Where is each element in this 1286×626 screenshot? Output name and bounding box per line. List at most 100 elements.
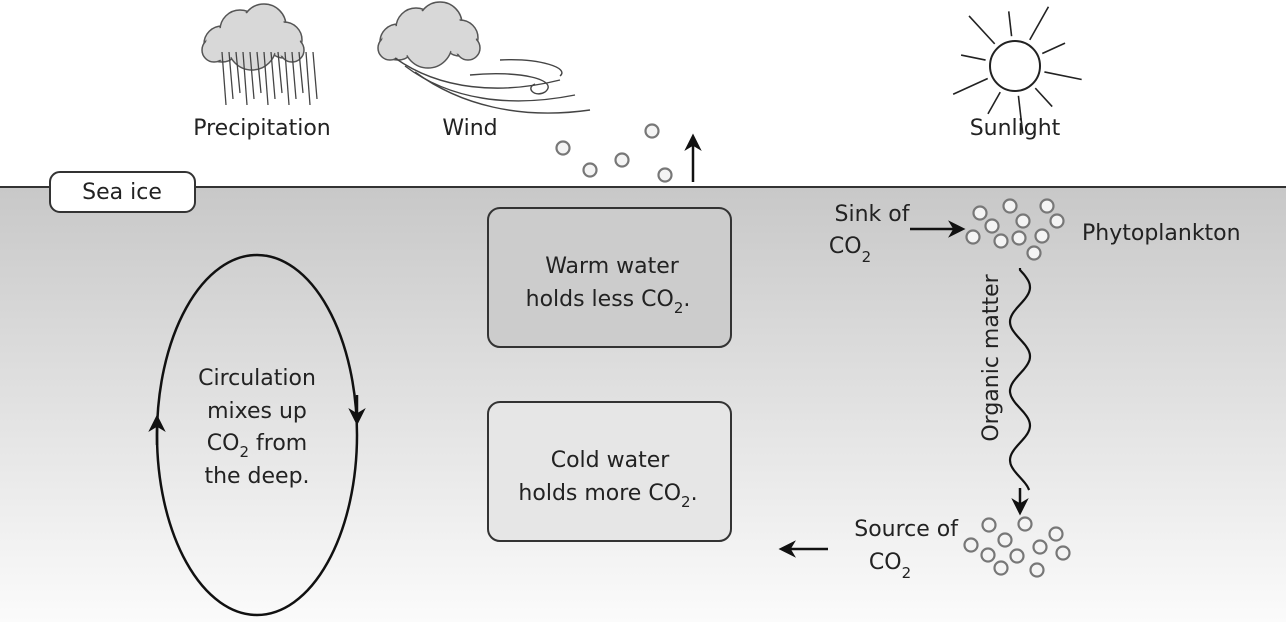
rain xyxy=(249,51,255,100)
sea-ice-label: Sea ice xyxy=(82,180,162,205)
rain xyxy=(298,51,304,94)
text-line: Cold water xyxy=(551,448,671,473)
bubble xyxy=(984,218,1000,234)
wind-streak xyxy=(404,65,576,102)
warm-water-label: holds less CO2. xyxy=(526,287,691,317)
text-line: holds more CO xyxy=(518,481,681,506)
subscript: 2 xyxy=(239,443,249,461)
cloud-fill xyxy=(380,38,400,58)
bubble xyxy=(555,140,571,156)
sun-ray xyxy=(987,91,1001,115)
warm-water-box xyxy=(487,207,732,348)
text-line: holds less CO xyxy=(526,287,674,312)
warm-water-label: Warm water xyxy=(545,254,680,279)
organic-matter-path xyxy=(1008,268,1032,491)
sink-label: CO2 xyxy=(829,234,871,266)
rain xyxy=(284,51,290,106)
bubble xyxy=(582,162,598,178)
bubble xyxy=(1039,198,1055,214)
sun-ray xyxy=(1044,71,1082,81)
sun-ray xyxy=(1007,11,1013,37)
text-line: CO xyxy=(829,234,862,259)
rain xyxy=(263,51,269,106)
text-line: . xyxy=(691,481,698,506)
wind-streak xyxy=(414,71,591,114)
phytoplankton-label: Phytoplankton xyxy=(1082,221,1241,246)
text-line: Warm water xyxy=(545,254,680,279)
rain xyxy=(277,51,283,94)
bubble xyxy=(1009,548,1025,564)
bubble xyxy=(1029,562,1045,578)
bubble xyxy=(980,547,996,563)
sunlight-label: Sunlight xyxy=(970,116,1061,141)
bubble xyxy=(1032,539,1048,555)
cloud-fill xyxy=(230,24,274,68)
sun-ray xyxy=(1017,95,1024,134)
text-line: Sink of xyxy=(835,202,911,227)
bubble xyxy=(997,532,1013,548)
wind-streak xyxy=(469,72,549,95)
rain xyxy=(312,51,318,100)
precipitation-label: Precipitation xyxy=(193,116,331,141)
rain xyxy=(256,51,262,94)
bubble xyxy=(1017,516,1033,532)
cloud-fill xyxy=(458,38,478,58)
bubble xyxy=(1026,245,1042,261)
circulation-label: CO2 from xyxy=(207,431,307,461)
cold-water-label: Cold water xyxy=(551,448,671,473)
rain xyxy=(221,51,227,106)
text-line: . xyxy=(683,287,690,312)
bubble xyxy=(1048,526,1064,542)
subscript: 2 xyxy=(681,493,691,511)
sink-label: Sink of xyxy=(835,202,911,227)
wind-streak xyxy=(499,59,563,77)
text-line: Circulation xyxy=(198,366,316,391)
bubble xyxy=(1015,213,1031,229)
bubble xyxy=(614,152,630,168)
bubble xyxy=(965,229,981,245)
organic-matter-label: Organic matter xyxy=(979,273,1004,441)
bubble xyxy=(1055,545,1071,561)
source-label: Source of xyxy=(854,517,959,542)
bubble xyxy=(1011,230,1027,246)
source-label: CO2 xyxy=(869,550,911,582)
subscript: 2 xyxy=(902,564,912,582)
subscript: 2 xyxy=(674,299,684,317)
rain xyxy=(270,51,276,100)
sea-ice-box xyxy=(49,171,196,213)
circulation-label: Circulation xyxy=(198,366,316,391)
cloud-fill xyxy=(204,40,224,60)
rain xyxy=(305,51,311,106)
text-line: CO xyxy=(207,431,240,456)
bubble xyxy=(1002,198,1018,214)
text-line: from xyxy=(249,431,307,456)
wind-label: Wind xyxy=(442,116,497,141)
cloud-fill xyxy=(282,40,302,60)
rain xyxy=(228,51,234,100)
sun-ray xyxy=(1041,42,1066,55)
sun-ray xyxy=(952,77,989,95)
rain xyxy=(291,51,297,100)
sun-ray xyxy=(1034,87,1053,108)
bubble xyxy=(1034,228,1050,244)
text-line: CO xyxy=(869,550,902,575)
subscript: 2 xyxy=(862,248,872,266)
wind-streak xyxy=(394,57,561,89)
bubble xyxy=(657,167,673,183)
circulation-label: mixes up xyxy=(207,399,307,424)
rain xyxy=(235,51,241,94)
text-line: mixes up xyxy=(207,399,307,424)
sun-ray xyxy=(960,54,986,61)
text-line: Source of xyxy=(854,517,959,542)
text-line: the deep. xyxy=(204,464,309,489)
cold-water-label: holds more CO2. xyxy=(518,481,697,511)
sun-ray xyxy=(1029,6,1050,41)
cloud xyxy=(377,1,481,69)
bubble xyxy=(1049,213,1065,229)
sun-ray xyxy=(968,15,996,45)
sun xyxy=(989,40,1041,92)
bubble xyxy=(993,233,1009,249)
rain xyxy=(242,51,248,106)
bubble xyxy=(993,560,1009,576)
